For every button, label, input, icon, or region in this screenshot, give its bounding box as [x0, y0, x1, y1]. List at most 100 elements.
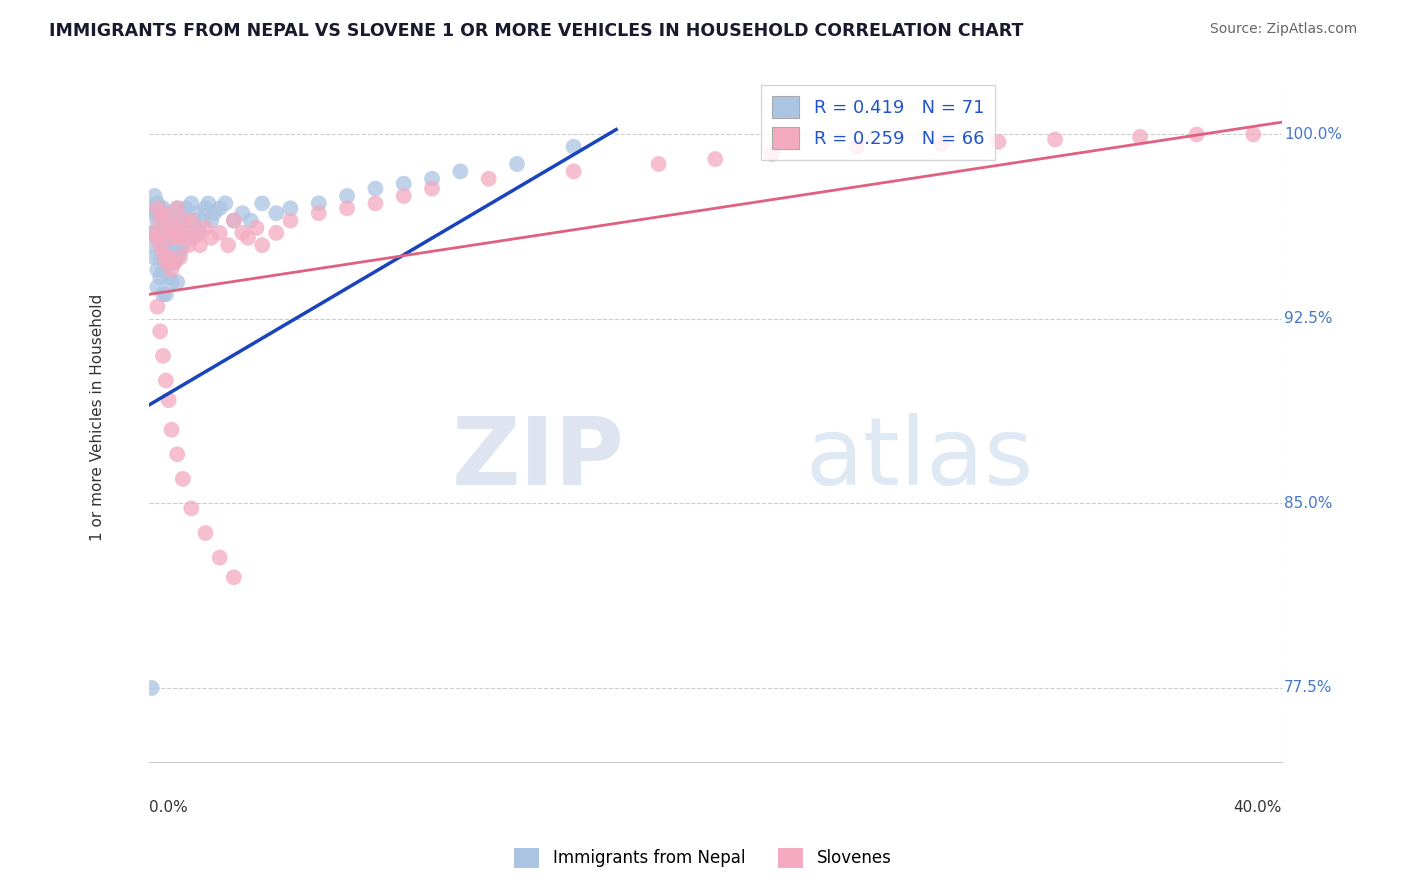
Point [160, 423, 183, 437]
Point [478, 171, 501, 186]
Point [392, 177, 415, 191]
Point [222, 570, 245, 584]
Point [141, 226, 163, 240]
Legend: R = 0.419   N = 71, R = 0.259   N = 66: R = 0.419 N = 71, R = 0.259 N = 66 [762, 86, 995, 161]
Point [152, 262, 174, 277]
Point [194, 221, 217, 235]
Point [231, 226, 253, 240]
Point [197, 196, 219, 211]
Point [152, 349, 174, 363]
Point [143, 206, 166, 220]
Text: 1 or more Vehicles in Household: 1 or more Vehicles in Household [90, 293, 105, 541]
Text: IMMIGRANTS FROM NEPAL VS SLOVENE 1 OR MORE VEHICLES IN HOUSEHOLD CORRELATION CHA: IMMIGRANTS FROM NEPAL VS SLOVENE 1 OR MO… [49, 22, 1024, 40]
Point [1241, 128, 1264, 142]
Point [146, 196, 169, 211]
Point [152, 287, 174, 301]
Point [239, 213, 262, 227]
Point [155, 226, 177, 240]
Point [166, 251, 188, 265]
Text: 40.0%: 40.0% [1233, 799, 1282, 814]
Point [157, 238, 180, 252]
Point [166, 221, 188, 235]
Point [308, 196, 330, 211]
Point [157, 213, 180, 227]
Point [364, 181, 387, 195]
Point [163, 226, 186, 240]
Text: ZIP: ZIP [451, 413, 624, 505]
Point [141, 201, 163, 215]
Point [149, 251, 172, 265]
Point [160, 245, 183, 260]
Text: 85.0%: 85.0% [1284, 496, 1333, 511]
Point [180, 213, 202, 227]
Point [166, 275, 188, 289]
Point [166, 231, 188, 245]
Point [174, 201, 197, 215]
Point [1185, 128, 1208, 142]
Point [236, 231, 259, 245]
Point [761, 147, 783, 161]
Point [172, 206, 194, 220]
Point [194, 526, 217, 541]
Point [157, 251, 180, 265]
Point [202, 206, 225, 220]
Point [160, 262, 183, 277]
Point [231, 206, 253, 220]
Point [157, 393, 180, 408]
Point [562, 164, 585, 178]
Point [146, 280, 169, 294]
Point [157, 270, 180, 285]
Point [245, 221, 267, 235]
Point [364, 196, 387, 211]
Point [166, 447, 188, 461]
Point [180, 196, 202, 211]
Point [420, 181, 443, 195]
Point [172, 472, 194, 486]
Text: 100.0%: 100.0% [1284, 127, 1341, 142]
Point [931, 137, 953, 152]
Point [845, 140, 868, 154]
Point [143, 189, 166, 203]
Point [449, 164, 471, 178]
Point [200, 213, 222, 227]
Point [177, 238, 200, 252]
Point [163, 255, 186, 269]
Text: Source: ZipAtlas.com: Source: ZipAtlas.com [1209, 22, 1357, 37]
Point [146, 231, 169, 245]
Point [152, 219, 174, 233]
Point [149, 226, 172, 240]
Point [280, 213, 302, 227]
Point [166, 201, 188, 215]
Legend: Immigrants from Nepal, Slovenes: Immigrants from Nepal, Slovenes [508, 841, 898, 875]
Point [191, 213, 214, 227]
Point [647, 157, 669, 171]
Point [222, 213, 245, 227]
Point [155, 287, 177, 301]
Point [149, 213, 172, 227]
Point [155, 374, 177, 388]
Point [152, 238, 174, 252]
Point [1043, 132, 1066, 146]
Point [169, 213, 191, 227]
Point [146, 213, 169, 227]
Point [152, 201, 174, 215]
Point [169, 251, 191, 265]
Point [160, 231, 183, 245]
Point [146, 262, 169, 277]
Point [155, 255, 177, 269]
Point [141, 681, 163, 695]
Point [506, 157, 529, 171]
Point [180, 501, 202, 516]
Point [172, 213, 194, 227]
Text: 0.0%: 0.0% [149, 799, 187, 814]
Point [188, 238, 211, 252]
Text: 77.5%: 77.5% [1284, 681, 1333, 696]
Point [157, 213, 180, 227]
Text: atlas: atlas [806, 413, 1033, 505]
Point [163, 221, 186, 235]
Point [222, 213, 245, 227]
Point [208, 550, 231, 565]
Point [183, 213, 205, 227]
Point [392, 189, 415, 203]
Point [160, 275, 183, 289]
